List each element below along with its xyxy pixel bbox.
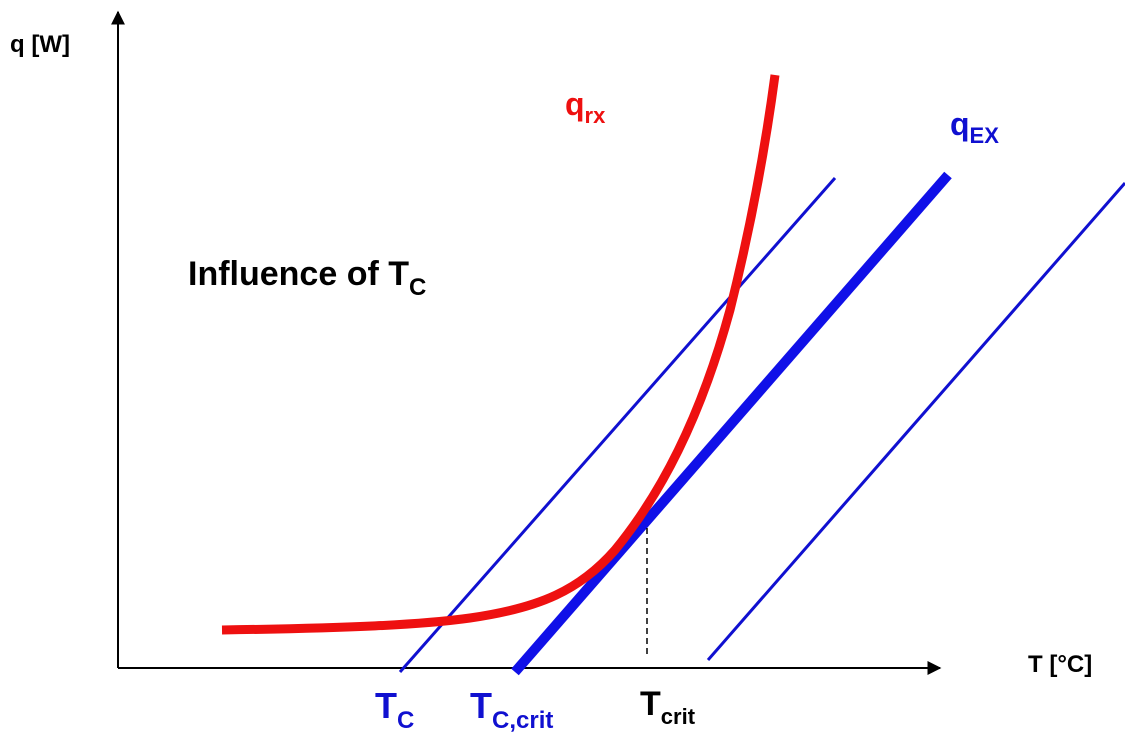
y-axis-label: q [W] [10,31,70,58]
reaction-label: qrx [565,86,606,128]
marker-label: Tcrit [640,685,696,729]
x-axis-label: T [°C] [1028,651,1092,678]
main: T [375,685,397,726]
sub: rx [585,103,607,128]
main: T [640,685,661,723]
marker-label: TC [375,685,414,734]
exchange-line-high [706,182,1125,661]
exchange-line-low [398,177,837,673]
sub: C [397,707,414,734]
main: q [950,106,970,142]
marker-label: TC,crit [470,685,553,734]
sub: EX [970,123,1000,148]
exchange-line-critical [511,171,952,676]
main: q [565,86,585,122]
title: Influence of TC [188,255,426,301]
main: T [470,685,492,726]
exchange-label: qEX [950,106,999,148]
main: Influence of T [188,255,409,293]
sub: C [409,274,426,301]
sub: crit [661,704,696,729]
reaction-curve [221,74,780,635]
sub: C,crit [492,707,553,734]
